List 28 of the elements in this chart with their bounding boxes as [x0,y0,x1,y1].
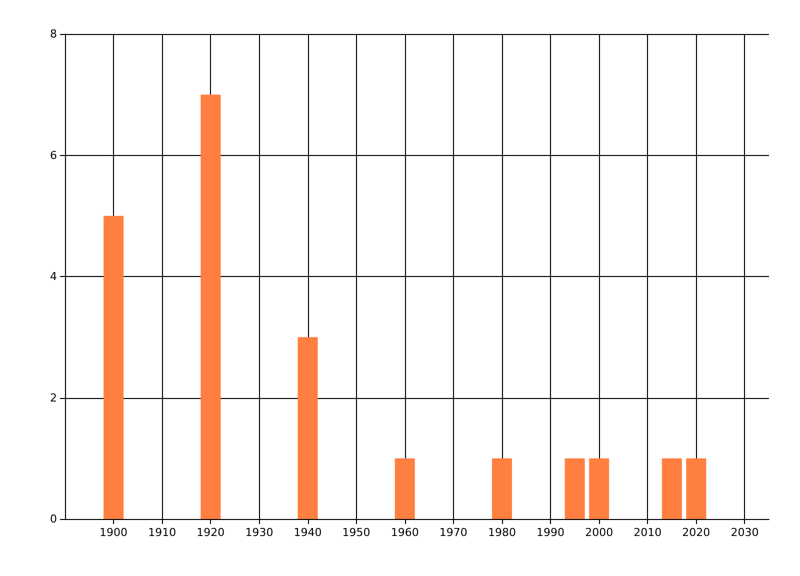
y-tick-label: 2 [50,391,57,404]
bar [104,216,124,519]
y-tick-label: 6 [50,148,57,162]
x-tick-label: 1950 [342,526,370,539]
bar [662,458,682,519]
bar [686,458,706,519]
x-tick-label: 1910 [148,526,176,539]
x-tick-label: 1990 [536,526,565,539]
x-tick-label: 1930 [245,526,274,539]
x-tick-label: 1980 [488,526,516,539]
x-tick-label: 2000 [585,526,614,539]
bar [492,458,512,519]
x-tick-label: 1960 [390,526,419,539]
x-tick-label: 2010 [634,526,662,539]
x-tick-label: 1900 [100,526,128,539]
bar [589,458,610,519]
x-tick-label: 2030 [730,526,759,539]
y-tick-label: 4 [50,270,57,283]
bar [564,458,585,519]
bar [394,458,415,519]
bar [200,94,221,519]
x-tick-label: 1970 [439,526,468,539]
y-tick-label: 8 [50,28,57,40]
x-tick-label: 1920 [196,526,225,539]
y-tick-label: 0 [50,512,57,526]
x-tick-label: 2020 [682,526,710,539]
x-tick-label: 1940 [294,526,322,539]
bar [298,337,318,519]
